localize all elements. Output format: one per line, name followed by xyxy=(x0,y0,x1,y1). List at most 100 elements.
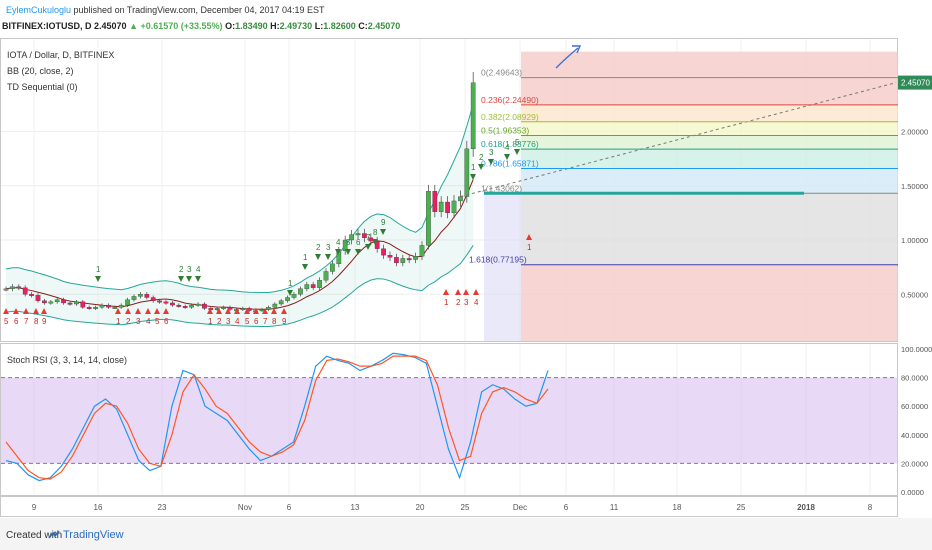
td-buy-count: 4 xyxy=(474,298,479,307)
td-sell-count: 5 xyxy=(346,238,351,247)
td-buy-count: 8 xyxy=(272,317,277,326)
td-buy-count: 5 xyxy=(155,317,160,326)
fib-label: 0.382(2.08929) xyxy=(481,112,539,122)
last-price-label: 2.45070 xyxy=(901,79,930,88)
td-buy-arrow xyxy=(262,308,268,314)
candle-body xyxy=(285,297,290,301)
fib-label: 0.618(1.83776) xyxy=(481,139,539,149)
price-tick-label: 1.00000 xyxy=(901,236,928,245)
td-sell-count: 9 xyxy=(381,218,386,227)
td-buy-arrow xyxy=(281,308,287,314)
td-buy-arrow xyxy=(125,308,131,314)
legend-stoch: Stoch RSI (3, 3, 14, 14, close) xyxy=(7,355,127,365)
td-sell-arrow xyxy=(488,159,494,165)
td-sell-count: 1 xyxy=(288,279,293,288)
td-buy-count: 3 xyxy=(136,317,141,326)
td-buy-count: 4 xyxy=(235,317,240,326)
td-sell-arrow xyxy=(186,276,192,282)
fib-label: 1.618(0.77195) xyxy=(469,255,527,265)
td-sell-count: 3 xyxy=(489,148,494,157)
td-buy-count: 7 xyxy=(263,317,268,326)
td-buy-count: 2 xyxy=(217,317,222,326)
td-buy-count: 9 xyxy=(282,317,287,326)
candle-body xyxy=(355,233,361,236)
fib-label: 0(2.49643) xyxy=(481,68,522,78)
candle-body xyxy=(451,200,457,214)
td-sell-count: 2 xyxy=(479,153,484,162)
td-sell-count: 7 xyxy=(366,233,371,242)
td-buy-count: 3 xyxy=(226,317,231,326)
publish-line: EylemCukuloglu published on TradingView.… xyxy=(6,5,325,15)
td-sell-arrow xyxy=(287,290,293,296)
td-sell-count: 1 xyxy=(471,163,476,172)
td-sell-arrow xyxy=(372,239,378,245)
td-sell-count: 1 xyxy=(303,253,308,262)
candle-body xyxy=(150,297,156,301)
time-tick-label: 25 xyxy=(461,503,470,512)
td-buy-count: 1 xyxy=(208,317,213,326)
candle-body xyxy=(240,308,246,311)
candle-body xyxy=(42,300,47,304)
candle-body xyxy=(80,301,86,308)
candle-body xyxy=(445,201,450,214)
time-tick-label: 25 xyxy=(737,503,746,512)
td-sell-count: 4 xyxy=(336,238,341,247)
td-buy-count: 5 xyxy=(245,317,250,326)
open-label: O: xyxy=(225,21,236,31)
candle-body xyxy=(22,287,28,295)
td-buy-arrow xyxy=(443,289,449,295)
fib-zone xyxy=(521,168,898,194)
fib-label: 0.5(1.96353) xyxy=(481,125,529,135)
td-sell-count: 2 xyxy=(179,265,184,274)
candle-body xyxy=(266,307,271,310)
td-sell-arrow xyxy=(95,276,101,282)
td-sell-count: 6 xyxy=(356,238,361,247)
tradingview-brand[interactable]: TradingView xyxy=(63,529,124,541)
publish-text: published on TradingView.com, December 0… xyxy=(71,5,325,15)
candle-body xyxy=(67,302,73,305)
time-axis[interactable] xyxy=(0,496,898,517)
time-tick-label: 13 xyxy=(351,503,360,512)
chart-header: EylemCukuloglu published on TradingView.… xyxy=(0,0,932,36)
td-sell-arrow xyxy=(345,249,351,255)
td-sell-arrow xyxy=(195,276,201,282)
author-link[interactable]: EylemCukuloglu xyxy=(6,5,72,15)
td-sell-arrow xyxy=(335,249,341,255)
time-tick-label: 9 xyxy=(32,503,37,512)
candle-body xyxy=(93,307,98,309)
td-buy-arrow xyxy=(225,308,231,314)
candle-body xyxy=(464,148,470,197)
td-sell-arrow xyxy=(302,264,308,270)
candle-body xyxy=(35,295,41,301)
candle-body xyxy=(144,294,150,298)
stoch-tick-label: 20.0000 xyxy=(901,459,928,468)
td-buy-count: 4 xyxy=(146,317,151,326)
candle-body xyxy=(419,245,425,257)
td-sell-count: 2 xyxy=(316,243,321,252)
td-buy-arrow xyxy=(216,308,222,314)
bb-lower-line xyxy=(5,245,474,327)
td-sell-arrow xyxy=(315,254,321,260)
candle-body xyxy=(381,248,386,256)
candle-body xyxy=(157,300,162,303)
candle-body xyxy=(125,299,130,306)
candle-body xyxy=(227,307,233,310)
stoch-tick-label: 0.0000 xyxy=(901,488,924,497)
td-buy-count: 2 xyxy=(126,317,131,326)
candle-body xyxy=(323,271,329,281)
td-buy-arrow xyxy=(23,308,29,314)
td-sell-arrow xyxy=(355,249,361,255)
td-buy-arrow xyxy=(271,308,277,314)
candle-body xyxy=(330,263,335,272)
td-buy-count: 3 xyxy=(464,298,469,307)
candle-body xyxy=(259,309,265,312)
candle-body xyxy=(394,257,399,263)
chart-canvas[interactable]: 0(2.49643) 0.236(2.24490) 0.382(2.08929) 0.… xyxy=(0,38,932,518)
fib-zone xyxy=(484,193,521,341)
stoch-band xyxy=(1,377,898,464)
td-sell-arrow xyxy=(325,254,331,260)
candle-body xyxy=(99,304,105,308)
price-tick-label: 1.50000 xyxy=(901,182,928,191)
candle-body xyxy=(221,307,226,309)
high-value: 2.49730 xyxy=(279,21,313,31)
